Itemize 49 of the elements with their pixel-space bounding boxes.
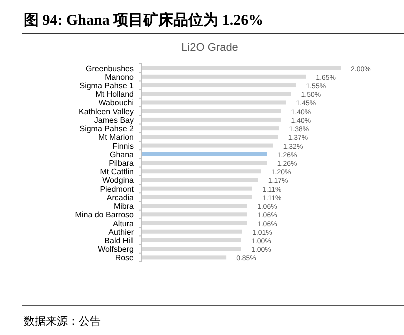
- bar: [142, 256, 227, 260]
- bar: [142, 66, 341, 70]
- y-tick-label: Pilbara: [109, 159, 135, 168]
- y-tick-label: Altura: [113, 219, 135, 228]
- bar: [142, 204, 248, 208]
- y-tick-label: Sigma Pahse 2: [80, 124, 135, 134]
- bar: [142, 109, 282, 114]
- bar: [142, 126, 280, 131]
- source-note: 数据来源：公告: [24, 315, 101, 328]
- bar: [142, 178, 258, 182]
- bar: [142, 170, 262, 174]
- y-tick-label: Wodgina: [102, 176, 135, 186]
- bar: [142, 92, 292, 96]
- y-tick-label: Manono: [105, 72, 135, 82]
- y-tick-label: Greenbushes: [86, 64, 134, 74]
- bar: [142, 247, 242, 252]
- y-tick-label: Wabouchi: [98, 98, 134, 108]
- bar: [142, 230, 242, 234]
- bar: [142, 118, 282, 122]
- y-tick-label: Mibra: [114, 202, 135, 212]
- y-tick-label: Mt Cattlin: [100, 168, 134, 177]
- bar: [142, 135, 278, 140]
- bar: [142, 195, 252, 200]
- y-tick-label: Bald Hill: [104, 236, 134, 246]
- y-tick-label: Mt Marion: [98, 133, 134, 142]
- y-tick-label: Authier: [108, 228, 134, 237]
- y-tick-label: Kathleen Valley: [79, 107, 134, 116]
- bar: [142, 100, 286, 105]
- bar: [142, 212, 248, 217]
- y-tick-label: Arcadia: [106, 193, 135, 202]
- bar: [142, 221, 248, 226]
- y-tick-label: James Bay: [94, 116, 134, 125]
- bar: [142, 152, 268, 156]
- bar: [142, 161, 268, 165]
- y-tick-label: Mt Holland: [96, 90, 134, 100]
- bar: [142, 84, 296, 88]
- chart-title: 图 94: Ghana 项目矿床品位为 1.26%: [24, 11, 264, 29]
- y-tick-label: Sigma Pahse 1: [80, 82, 135, 91]
- y-tick-label: Rose: [115, 254, 135, 263]
- bar: [142, 186, 252, 191]
- bar: [142, 144, 274, 148]
- y-tick-label: Wolfsberg: [98, 245, 134, 254]
- y-tick-label: Ghana: [110, 150, 135, 160]
- y-tick-label: Finnis: [112, 142, 134, 151]
- bar: [142, 238, 242, 242]
- bar: [142, 74, 306, 79]
- chart-subtitle: Li2O Grade: [182, 42, 238, 54]
- y-tick-label: Mina do Barroso: [75, 210, 135, 220]
- y-tick-label: Piedmont: [100, 184, 135, 194]
